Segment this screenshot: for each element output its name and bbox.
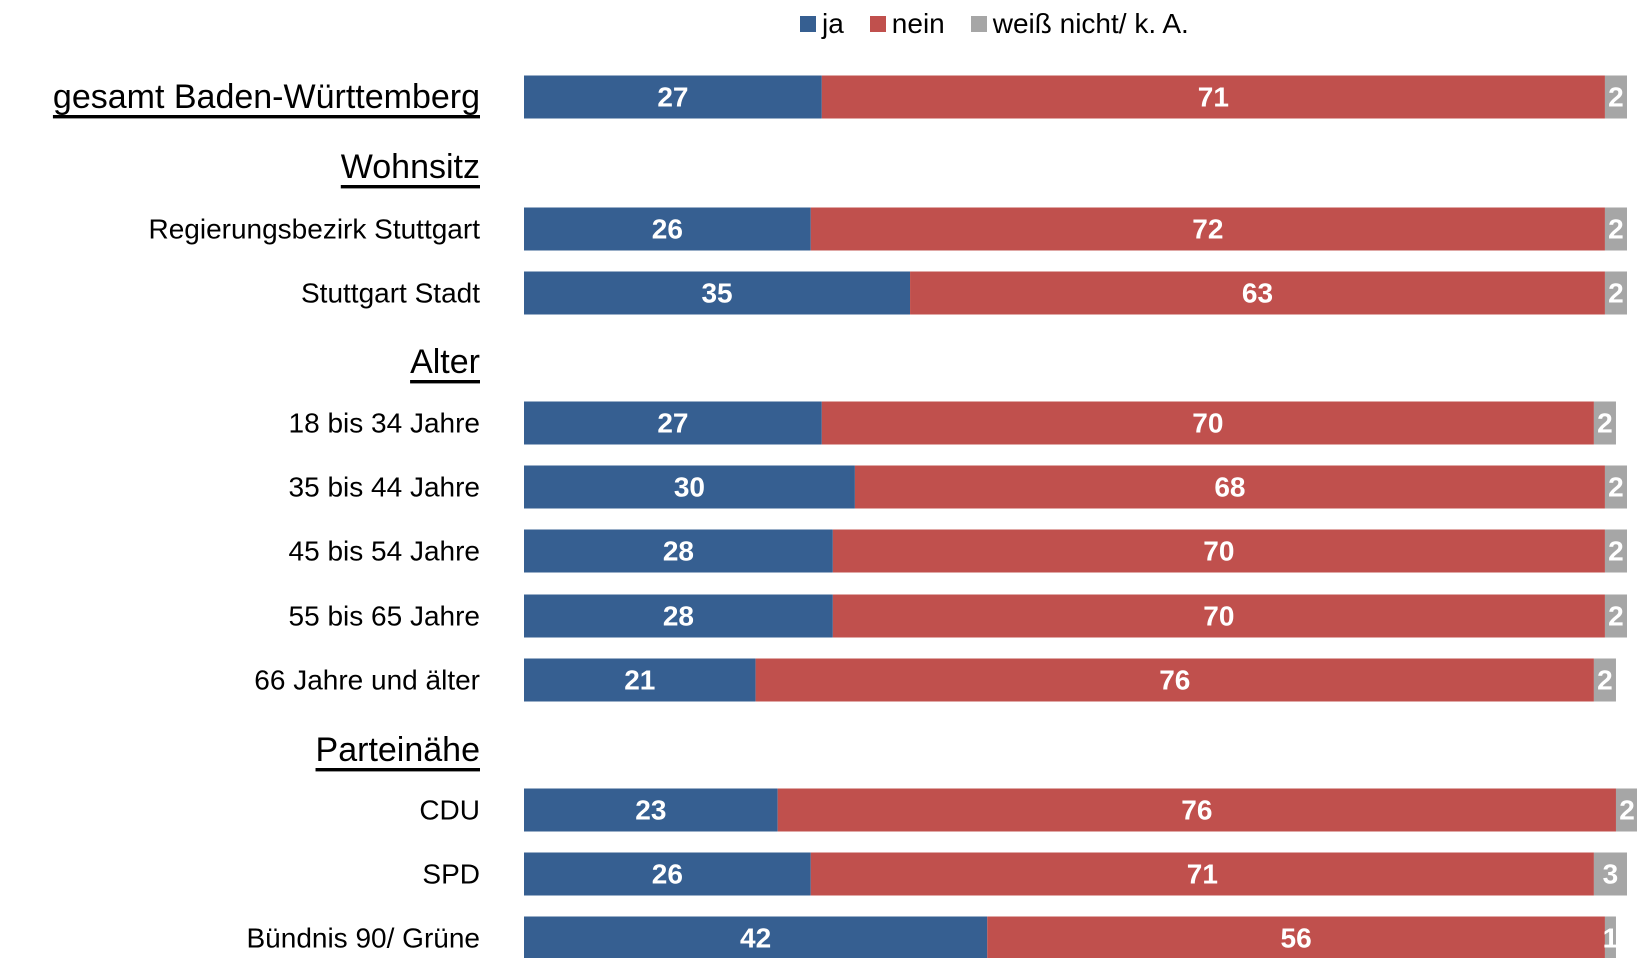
row-label-66-jahre-und-aelter: 66 Jahre und älter <box>254 665 480 696</box>
bar-gesamt-baden-wuerttemberg-ja <box>524 75 822 119</box>
data-label-buendnis-90-gruene-nein: 56 <box>1281 923 1312 954</box>
data-label-gesamt-baden-wuerttemberg-nein: 71 <box>1198 82 1229 113</box>
data-label-gesamt-baden-wuerttemberg-weiss-nicht-k-a: 2 <box>1608 82 1624 113</box>
row-label-gesamt-baden-wuerttemberg: gesamt Baden-Württemberg <box>53 78 480 116</box>
data-label-cdu-ja: 23 <box>635 795 666 826</box>
bar-stuttgart-stadt-ja <box>524 271 911 315</box>
data-label-45-bis-54-jahre-ja: 28 <box>663 536 694 567</box>
bar-55-bis-65-jahre-weiss-nicht-k-a <box>1604 594 1627 638</box>
bar-35-bis-44-jahre-weiss-nicht-k-a <box>1604 465 1627 509</box>
bar-45-bis-54-jahre-weiss-nicht-k-a <box>1604 529 1627 573</box>
bar-regierungsbezirk-stuttgart-weiss-nicht-k-a <box>1604 207 1627 251</box>
data-label-spd-nein: 71 <box>1187 859 1218 890</box>
data-label-stuttgart-stadt-ja: 35 <box>701 278 732 309</box>
data-label-buendnis-90-gruene-ja: 42 <box>740 923 771 954</box>
row-label-45-bis-54-jahre: 45 bis 54 Jahre <box>289 536 480 567</box>
bar-cdu-nein <box>777 788 1616 832</box>
data-label-regierungsbezirk-stuttgart-weiss-nicht-k-a: 2 <box>1608 214 1624 245</box>
row-label-buendnis-90-gruene: Bündnis 90/ Grüne <box>247 923 481 954</box>
bar-buendnis-90-gruene-weiss-nicht-k-a <box>1604 916 1616 958</box>
data-label-35-bis-44-jahre-ja: 30 <box>674 472 705 503</box>
legend-swatch-weiss-nicht <box>970 16 987 32</box>
bar-66-jahre-und-aelter-nein <box>755 658 1594 702</box>
data-label-cdu-nein: 76 <box>1181 795 1212 826</box>
bar-buendnis-90-gruene-nein <box>987 916 1605 958</box>
legend-label-weiss-nicht: weiß nicht/ k. A. <box>992 8 1189 39</box>
bar-regierungsbezirk-stuttgart-nein <box>810 207 1605 251</box>
data-label-spd-ja: 26 <box>652 859 683 890</box>
legend-item-nein: nein <box>869 8 945 40</box>
data-label-66-jahre-und-aelter-weiss-nicht-k-a: 2 <box>1597 665 1613 696</box>
bar-spd-weiss-nicht-k-a <box>1593 852 1627 896</box>
legend-item-ja: ja <box>800 8 844 40</box>
data-label-18-bis-34-jahre-nein: 70 <box>1192 408 1223 439</box>
data-label-18-bis-34-jahre-weiss-nicht-k-a: 2 <box>1597 408 1613 439</box>
bar-regierungsbezirk-stuttgart-ja <box>524 207 811 251</box>
data-label-18-bis-34-jahre-ja: 27 <box>657 408 688 439</box>
legend-item-weiss-nicht: weiß nicht/ k. A. <box>970 8 1189 40</box>
bar-55-bis-65-jahre-ja <box>524 594 833 638</box>
data-label-spd-weiss-nicht-k-a: 3 <box>1603 859 1619 890</box>
data-label-35-bis-44-jahre-weiss-nicht-k-a: 2 <box>1608 472 1624 503</box>
bar-gesamt-baden-wuerttemberg-nein <box>821 75 1605 119</box>
row-label-spd: SPD <box>422 859 480 890</box>
row-label-18-bis-34-jahre: 18 bis 34 Jahre <box>289 408 480 439</box>
data-label-cdu-weiss-nicht-k-a: 2 <box>1619 795 1635 826</box>
bar-35-bis-44-jahre-nein <box>854 465 1605 509</box>
bar-45-bis-54-jahre-ja <box>524 529 833 573</box>
bar-gesamt-baden-wuerttemberg-weiss-nicht-k-a <box>1604 75 1627 119</box>
row-label-regierungsbezirk-stuttgart: Regierungsbezirk Stuttgart <box>148 214 480 245</box>
chart-legend: ja nein weiß nicht/ k. A. <box>800 6 1215 42</box>
row-label-35-bis-44-jahre: 35 bis 44 Jahre <box>289 472 480 503</box>
data-label-stuttgart-stadt-nein: 63 <box>1242 278 1273 309</box>
bar-18-bis-34-jahre-weiss-nicht-k-a <box>1593 401 1616 445</box>
data-label-55-bis-65-jahre-ja: 28 <box>663 601 694 632</box>
bar-cdu-ja <box>524 788 778 832</box>
bar-55-bis-65-jahre-nein <box>832 594 1605 638</box>
row-label-cdu: CDU <box>419 795 480 826</box>
bar-stuttgart-stadt-nein <box>910 271 1605 315</box>
data-label-regierungsbezirk-stuttgart-ja: 26 <box>652 214 683 245</box>
data-label-45-bis-54-jahre-weiss-nicht-k-a: 2 <box>1608 536 1624 567</box>
row-label-wohnsitz: Wohnsitz <box>341 148 480 186</box>
legend-label-ja: ja <box>822 8 844 39</box>
data-label-66-jahre-und-aelter-ja: 21 <box>624 665 655 696</box>
data-label-35-bis-44-jahre-nein: 68 <box>1214 472 1245 503</box>
bar-18-bis-34-jahre-nein <box>821 401 1594 445</box>
row-label-stuttgart-stadt: Stuttgart Stadt <box>301 278 480 309</box>
data-label-55-bis-65-jahre-weiss-nicht-k-a: 2 <box>1608 601 1624 632</box>
row-label-parteinaehe: Parteinähe <box>316 731 480 769</box>
data-label-gesamt-baden-wuerttemberg-ja: 27 <box>657 82 688 113</box>
bar-spd-nein <box>810 852 1594 896</box>
row-label-alter: Alter <box>410 343 480 381</box>
bar-66-jahre-und-aelter-ja <box>524 658 756 702</box>
data-label-45-bis-54-jahre-nein: 70 <box>1203 536 1234 567</box>
data-label-66-jahre-und-aelter-nein: 76 <box>1159 665 1190 696</box>
bar-spd-ja <box>524 852 811 896</box>
bar-45-bis-54-jahre-nein <box>832 529 1605 573</box>
legend-swatch-nein <box>869 16 886 32</box>
bar-cdu-weiss-nicht-k-a <box>1615 788 1637 832</box>
row-label-55-bis-65-jahre: 55 bis 65 Jahre <box>289 601 480 632</box>
bar-18-bis-34-jahre-ja <box>524 401 822 445</box>
bar-buendnis-90-gruene-ja <box>524 916 988 958</box>
data-label-55-bis-65-jahre-nein: 70 <box>1203 601 1234 632</box>
legend-swatch-ja <box>800 16 816 32</box>
bar-stuttgart-stadt-weiss-nicht-k-a <box>1604 271 1627 315</box>
bar-35-bis-44-jahre-ja <box>524 465 855 509</box>
legend-label-nein: nein <box>891 8 945 39</box>
data-label-stuttgart-stadt-weiss-nicht-k-a: 2 <box>1608 278 1624 309</box>
data-label-regierungsbezirk-stuttgart-nein: 72 <box>1192 214 1223 245</box>
bar-66-jahre-und-aelter-weiss-nicht-k-a <box>1593 658 1616 702</box>
data-label-buendnis-90-gruene-weiss-nicht-k-a: 1 <box>1603 923 1619 954</box>
